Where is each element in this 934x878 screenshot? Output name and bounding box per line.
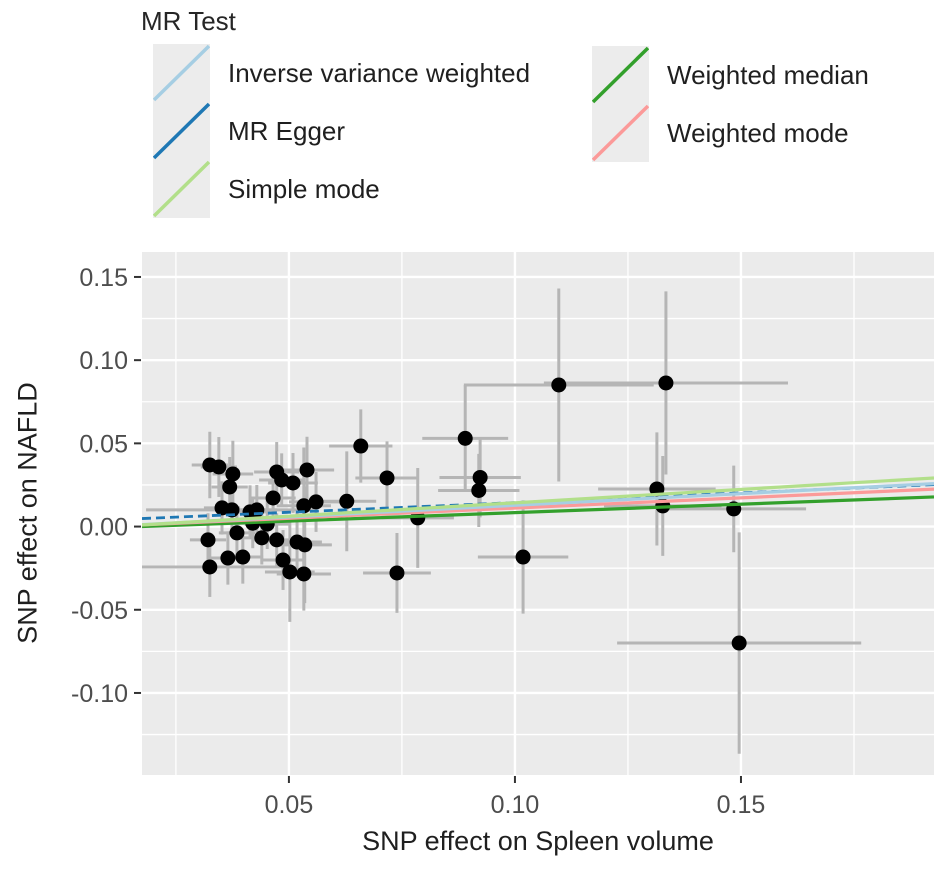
data-point <box>379 470 395 486</box>
data-point <box>285 475 301 491</box>
y-tick-label: -0.10 <box>71 680 128 708</box>
legend-column-left: Inverse variance weighted MR Egger Simpl… <box>153 44 530 218</box>
legend-line-icon <box>592 104 649 162</box>
regression-line-simple-mode <box>142 476 934 527</box>
data-point <box>235 549 251 565</box>
minor-gridlines <box>142 252 934 775</box>
legend-line-icon <box>153 160 210 218</box>
data-point <box>269 532 285 548</box>
legend-title: MR Test <box>141 6 236 36</box>
y-tick-label: 0.05 <box>79 430 128 458</box>
data-point <box>296 498 312 514</box>
legend-item-weighted-median: Weighted median <box>592 46 869 104</box>
data-point <box>202 559 218 575</box>
legend-item-label: Weighted mode <box>667 117 849 148</box>
data-point <box>254 530 270 546</box>
data-point <box>389 565 405 581</box>
data-point <box>211 459 227 475</box>
legend-line-icon <box>592 46 649 104</box>
data-point <box>296 566 312 582</box>
data-point <box>297 537 313 553</box>
data-point <box>731 635 747 651</box>
data-point <box>471 482 487 498</box>
data-point <box>225 466 241 482</box>
x-tick-label: 0.10 <box>491 791 540 819</box>
y-tick-label: -0.05 <box>71 597 128 625</box>
data-point <box>472 469 488 485</box>
data-point <box>282 564 298 580</box>
legend-item-label: Weighted median <box>667 59 869 90</box>
legend-line-icon <box>153 102 210 160</box>
data-point <box>220 550 236 566</box>
major-gridlines <box>142 252 934 775</box>
y-tick-label: 0.00 <box>79 514 128 542</box>
x-tick-label: 0.05 <box>265 791 314 819</box>
legend-key-swatch <box>592 104 649 162</box>
data-point <box>308 494 324 510</box>
data-point <box>515 549 531 565</box>
axis-tick-labels: 0.05 0.10 0.15 0.15 0.10 0.05 0.00 -0.05 -0.10 <box>71 264 765 819</box>
data-point <box>658 375 674 391</box>
legend-key-swatch <box>153 102 210 160</box>
data-point <box>457 430 473 446</box>
y-tick-label: 0.15 <box>79 264 128 292</box>
legend-item-label: Simple mode <box>228 173 380 204</box>
data-point <box>200 532 216 548</box>
data-point <box>265 490 281 506</box>
x-axis-title: SNP effect on Spleen volume <box>362 826 714 856</box>
regression-line-weighted-median <box>142 495 934 529</box>
legend-item-label: MR Egger <box>228 115 346 146</box>
y-axis-title: SNP effect on NAFLD <box>12 382 43 644</box>
legend-item-simple-mode: Simple mode <box>153 160 530 218</box>
axis-ticks <box>134 275 742 783</box>
data-point <box>229 525 245 541</box>
legend-item-mr-egger: MR Egger <box>153 102 530 160</box>
legend-key-swatch <box>592 46 649 104</box>
legend-line-icon <box>153 44 210 102</box>
data-point <box>353 438 369 454</box>
legend-item-weighted-mode: Weighted mode <box>592 104 869 162</box>
data-point <box>249 502 265 518</box>
legend-key-swatch <box>153 160 210 218</box>
data-point <box>299 462 315 478</box>
data-point <box>551 377 567 393</box>
data-point <box>222 479 238 495</box>
regression-lines <box>142 476 934 529</box>
x-tick-label: 0.15 <box>717 791 766 819</box>
y-tick-label: 0.10 <box>79 347 128 375</box>
data-point <box>274 472 290 488</box>
legend-item-label: Inverse variance weighted <box>228 57 531 88</box>
data-point <box>339 493 355 509</box>
legend-key-swatch <box>153 44 210 102</box>
legend-item-ivw: Inverse variance weighted <box>153 44 530 102</box>
legend-column-right: Weighted median Weighted mode <box>592 46 869 162</box>
data-point <box>275 552 291 568</box>
